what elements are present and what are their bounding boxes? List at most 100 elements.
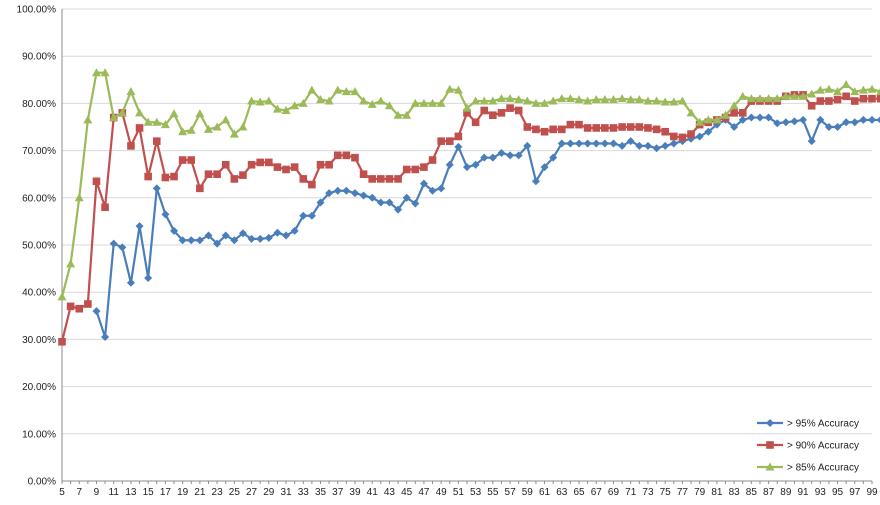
square-marker bbox=[609, 124, 618, 132]
triangle-marker bbox=[471, 96, 481, 105]
diamond-marker bbox=[626, 137, 635, 146]
x-tick-label: 5 bbox=[59, 487, 65, 498]
triangle-marker bbox=[617, 94, 627, 103]
x-tick-label: 45 bbox=[401, 487, 413, 498]
x-tick-label: 39 bbox=[349, 487, 361, 498]
x-tick-label: 79 bbox=[694, 487, 706, 498]
triangle-marker bbox=[393, 110, 403, 119]
triangle-marker bbox=[807, 89, 817, 98]
square-marker bbox=[445, 137, 454, 145]
y-tick-label: 50.00% bbox=[22, 241, 56, 252]
x-tick-label: 67 bbox=[591, 487, 603, 498]
diamond-marker bbox=[290, 226, 299, 235]
square-marker bbox=[58, 337, 66, 346]
x-tick-label: 11 bbox=[109, 487, 120, 498]
legend: > 95% Accuracy > 90% Accuracy > 85% Accura… bbox=[757, 419, 859, 474]
square-marker bbox=[557, 125, 566, 134]
square-marker bbox=[437, 137, 445, 145]
x-tick-label: 91 bbox=[798, 487, 810, 498]
x-tick-label: 97 bbox=[849, 487, 861, 498]
diamond-marker bbox=[264, 233, 273, 242]
x-tick-label: 19 bbox=[177, 487, 189, 498]
x-tick-label: 69 bbox=[608, 487, 620, 498]
diamond-marker bbox=[583, 139, 592, 148]
square-marker bbox=[135, 124, 144, 132]
x-tick-label: 57 bbox=[505, 487, 517, 498]
diamond-marker bbox=[523, 141, 532, 150]
triangle-marker bbox=[419, 98, 429, 107]
triangle-marker bbox=[436, 98, 446, 107]
x-tick-label: 35 bbox=[315, 487, 327, 498]
square-marker bbox=[282, 165, 290, 174]
square-marker bbox=[454, 132, 463, 141]
square-marker bbox=[670, 132, 678, 141]
x-tick-label: 75 bbox=[660, 487, 672, 498]
triangle-marker bbox=[565, 94, 575, 103]
square-marker bbox=[523, 123, 532, 131]
square-marker bbox=[221, 160, 230, 169]
triangle-marker bbox=[669, 97, 679, 106]
triangle-marker bbox=[583, 96, 593, 105]
y-tick-label: 10.00% bbox=[22, 429, 56, 440]
square-marker bbox=[265, 158, 273, 167]
triangle-marker bbox=[195, 109, 205, 118]
diamond-marker bbox=[187, 236, 196, 245]
diamond-marker bbox=[368, 193, 377, 202]
triangle-marker bbox=[247, 96, 257, 105]
triangle-marker bbox=[488, 96, 498, 105]
triangle-marker bbox=[367, 99, 377, 108]
triangle-marker bbox=[608, 95, 618, 104]
diamond-marker bbox=[773, 119, 782, 128]
series-95-accuracy bbox=[92, 113, 880, 342]
square-marker bbox=[566, 120, 575, 129]
triangle-marker bbox=[712, 115, 722, 124]
diamond-marker bbox=[766, 419, 774, 427]
square-marker bbox=[540, 127, 549, 136]
square-marker bbox=[766, 441, 774, 449]
y-tick-label: 60.00% bbox=[22, 193, 56, 204]
triangle-marker bbox=[876, 88, 880, 96]
series-line bbox=[60, 71, 880, 298]
y-tick-label: 0.00% bbox=[28, 477, 56, 488]
triangle-marker bbox=[453, 85, 463, 94]
triangle-marker bbox=[221, 115, 231, 124]
square-marker bbox=[161, 173, 170, 182]
square-marker bbox=[463, 109, 471, 117]
y-tick-label: 100.00% bbox=[17, 5, 57, 16]
series-85-accuracy bbox=[57, 68, 880, 301]
triangle-marker bbox=[522, 96, 532, 105]
x-tick-label: 15 bbox=[143, 487, 155, 498]
diamond-marker bbox=[566, 139, 575, 148]
diamond-marker bbox=[575, 139, 584, 148]
diamond-marker bbox=[144, 274, 153, 283]
square-marker bbox=[101, 203, 109, 212]
triangle-marker bbox=[307, 85, 317, 94]
square-marker bbox=[256, 158, 264, 167]
triangle-marker bbox=[505, 94, 515, 103]
x-tick-label: 43 bbox=[384, 487, 396, 498]
diamond-marker bbox=[221, 231, 230, 240]
x-tick-label: 33 bbox=[298, 487, 310, 498]
square-marker bbox=[187, 156, 196, 164]
diamond-marker bbox=[549, 153, 558, 162]
x-tick-label: 61 bbox=[539, 487, 551, 498]
y-tick-labels: 0.00% 10.00% 20.00% 30.00% 40.00% 50.00% 60.00… bbox=[17, 5, 57, 488]
triangle-marker bbox=[100, 68, 110, 77]
triangle-marker bbox=[496, 94, 506, 103]
square-marker bbox=[385, 175, 394, 183]
triangle-marker bbox=[824, 84, 834, 93]
triangle-marker bbox=[135, 108, 145, 117]
square-marker bbox=[377, 175, 385, 183]
x-tick-label: 95 bbox=[832, 487, 844, 498]
triangle-marker bbox=[74, 193, 84, 202]
square-marker bbox=[204, 170, 213, 178]
diamond-marker bbox=[437, 184, 446, 193]
diamond-marker bbox=[307, 211, 316, 220]
diamond-marker bbox=[592, 139, 601, 148]
square-marker bbox=[342, 151, 351, 160]
x-tick-label: 55 bbox=[487, 487, 499, 498]
triangle-marker bbox=[91, 68, 101, 77]
diamond-marker bbox=[411, 199, 420, 208]
diamond-marker bbox=[480, 153, 489, 162]
diamond-marker bbox=[850, 118, 859, 127]
